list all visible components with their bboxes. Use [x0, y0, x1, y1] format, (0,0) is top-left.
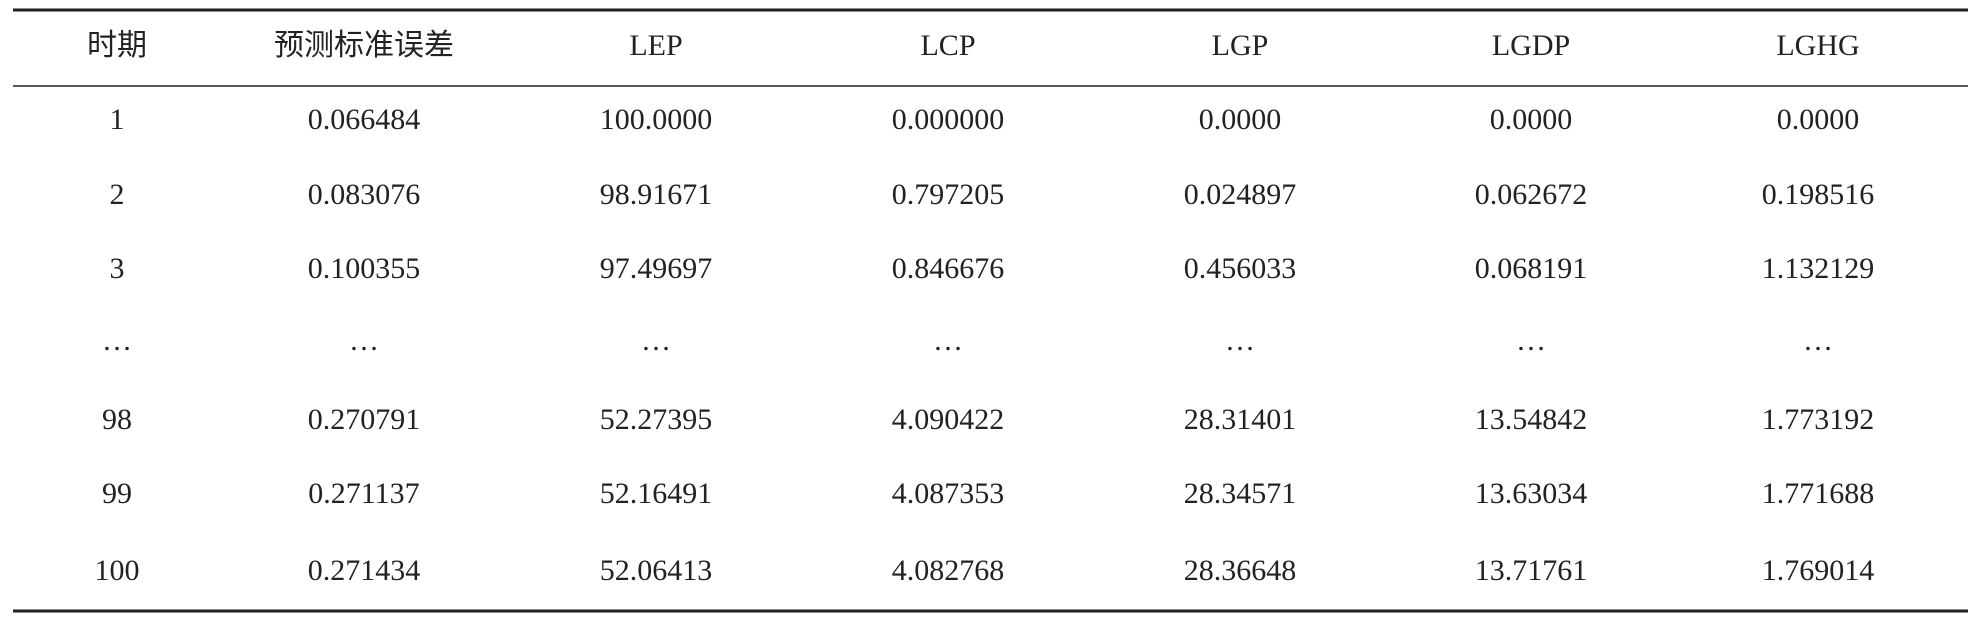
header-cell: LCP — [920, 29, 975, 62]
cell: … — [1225, 324, 1255, 357]
cell: 0.068191 — [1475, 252, 1588, 285]
cell: … — [1803, 324, 1833, 357]
cell: 0.000000 — [892, 103, 1005, 136]
cell: 98 — [102, 403, 132, 436]
cell: 0.456033 — [1184, 252, 1297, 285]
cell: 1.771688 — [1762, 477, 1875, 510]
cell: 28.36648 — [1184, 554, 1297, 587]
cell: 0.846676 — [892, 252, 1005, 285]
cell: 0.270791 — [308, 403, 421, 436]
cell: 0.083076 — [308, 178, 421, 211]
cell: 0.271137 — [308, 477, 419, 510]
header-cell: 时期 — [87, 29, 147, 62]
cell: 13.71761 — [1475, 554, 1588, 587]
header-cell: LGP — [1212, 29, 1269, 62]
cell: 1.769014 — [1762, 554, 1875, 587]
cell: 28.31401 — [1184, 403, 1297, 436]
cell: 52.06413 — [600, 554, 713, 587]
cell: 0.797205 — [892, 178, 1005, 211]
cell: … — [641, 324, 671, 357]
cell: … — [1516, 324, 1546, 357]
cell: 100.0000 — [600, 103, 713, 136]
cell: 1.773192 — [1762, 403, 1875, 436]
cell: 52.27395 — [600, 403, 713, 436]
cell: 1 — [110, 103, 125, 136]
cell: 0.066484 — [308, 103, 421, 136]
cell: 100 — [95, 554, 140, 587]
cell: 0.198516 — [1762, 178, 1875, 211]
cell: … — [933, 324, 963, 357]
cell: 97.49697 — [600, 252, 713, 285]
cell: 4.087353 — [892, 477, 1005, 510]
cell: 0.0000 — [1490, 103, 1573, 136]
header-cell: LGHG — [1776, 29, 1859, 62]
cell: 0.0000 — [1777, 103, 1860, 136]
header-cell: LGDP — [1492, 29, 1570, 62]
cell: 13.63034 — [1475, 477, 1588, 510]
header-cell: LEP — [629, 29, 682, 62]
cell: 1.132129 — [1762, 252, 1875, 285]
cell: 0.271434 — [308, 554, 421, 587]
cell: 0.062672 — [1475, 178, 1588, 211]
cell: 3 — [110, 252, 125, 285]
cell: 98.91671 — [600, 178, 713, 211]
header-cell: 预测标准误差 — [274, 29, 454, 62]
cell: 4.090422 — [892, 403, 1005, 436]
cell: … — [102, 324, 132, 357]
cell: 0.024897 — [1184, 178, 1297, 211]
cell: 13.54842 — [1475, 403, 1588, 436]
cell: 0.100355 — [308, 252, 421, 285]
cell: 0.0000 — [1199, 103, 1282, 136]
cell: 2 — [110, 178, 125, 211]
cell: 99 — [102, 477, 132, 510]
cell: … — [349, 324, 379, 357]
cell: 4.082768 — [892, 554, 1005, 587]
cell: 28.34571 — [1184, 477, 1297, 510]
cell: 52.16491 — [600, 477, 713, 510]
